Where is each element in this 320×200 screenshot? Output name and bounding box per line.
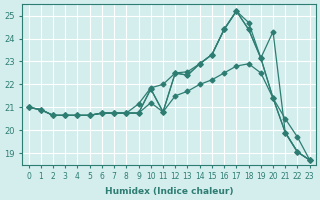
X-axis label: Humidex (Indice chaleur): Humidex (Indice chaleur) (105, 187, 233, 196)
